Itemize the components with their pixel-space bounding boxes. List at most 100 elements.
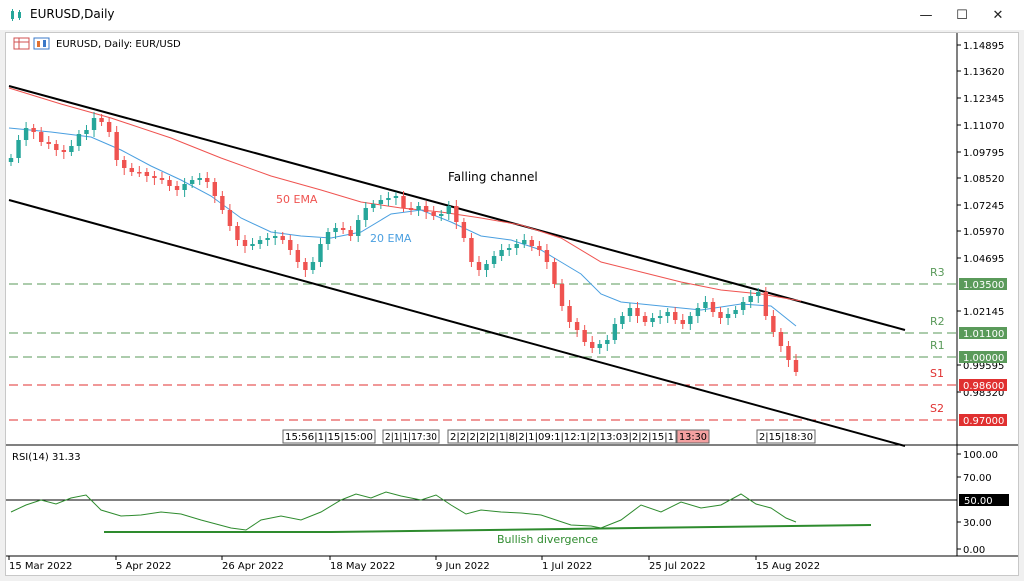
price-tick-label: 1.13620 [963,67,1004,78]
ema20-line [8,127,797,327]
candle-body [650,318,655,322]
maximize-icon: ☐ [956,7,968,23]
candle-body [642,316,648,322]
candle-body [499,250,504,256]
candle-body [205,178,210,182]
event-box[interactable]: 2|2|2|2|2|1|8|2|1|09:1|12:1|2|13:03|2|2|… [447,429,677,444]
candle-body [665,312,670,316]
event-box-text: 2|15|18:30 [759,432,813,443]
time-tick-label: 5 Apr 2022 [116,561,171,572]
candlesticks [8,112,799,376]
candle-body [740,302,746,310]
candle-body [242,240,248,246]
price-tick-label: 1.07245 [963,201,1004,212]
falling-channel-label: Falling channel [448,170,538,184]
chart-window[interactable]: EURUSD, Daily: EUR/USD R3 R2 R1 S1 S2 Fallin… [5,32,1019,576]
candle-body [378,200,384,204]
level-name-r1: R1 [930,339,945,352]
price-tick-label: 1.12345 [963,94,1004,105]
candle-body [703,302,708,308]
event-box[interactable]: 2|15|18:30 [756,429,816,444]
candle-body [514,244,519,248]
candle-body [182,184,187,190]
time-tick-label: 25 Jul 2022 [649,561,706,572]
candle-body [635,308,640,316]
event-box-bg [282,429,376,444]
time-tick-label: 26 Apr 2022 [222,561,284,572]
candle-body [544,250,550,262]
candle-body [212,182,217,196]
price-tick-label: 1.04695 [963,254,1004,265]
level-price-s1: 0.98600 [963,381,1004,392]
price-tick-label: 1.05970 [963,227,1004,238]
candle-body [627,308,633,316]
candle-body [129,168,134,172]
candle-body [144,172,150,176]
level-name-r3: R3 [930,266,945,279]
event-markers[interactable]: 15:56|1|15|15:00 2|1|1|17:30 2|2|2|2|2|1|8… [282,429,816,444]
candle-body [476,262,482,270]
level-price-r1: 1.00000 [963,353,1004,364]
candle-body [597,344,602,348]
candle-body [657,316,663,318]
event-box-text: 2|2|2|2|2|1|8|2|1|09:1|12:1|2|13:03|2|2|… [450,432,674,443]
chart-app-icon [11,9,21,21]
candle-body [733,310,738,314]
level-box-r3 [959,278,1007,290]
candle-body [167,180,172,186]
rsi-level-box [959,494,1009,506]
chart-annotations: Falling channel 50 EMA 20 EMA [276,170,538,245]
candle-body [122,160,127,168]
close-button[interactable]: ✕ [984,4,1012,26]
candle-body [303,262,308,270]
candle-body [46,142,51,144]
candle-body [220,196,225,210]
candle-body [786,346,791,360]
rsi-pane: RSI(14) 31.33 Bullish divergence 100.00 7… [6,450,1009,556]
price-chart[interactable]: EURUSD, Daily: EUR/USD R3 R2 R1 S1 S2 Fallin… [6,33,1018,575]
price-tick-label: 1.11070 [963,121,1004,132]
candle-body [38,132,44,142]
event-box[interactable]: 2|1|1|17:30 [382,429,440,444]
event-box[interactable]: 13:30 [676,429,710,444]
candle-body [552,262,557,284]
candle-body [491,256,497,264]
level-name-s1: S1 [930,367,944,380]
price-tick-label: 1.14895 [963,41,1004,52]
time-axis: 15 Mar 2022 5 Apr 2022 26 Apr 2022 18 May 2… [8,556,820,572]
time-tick-label: 18 May 2022 [330,561,395,572]
candle-body [590,342,595,348]
candle-body [386,198,391,200]
candle-body [423,206,429,212]
ema50-label: 50 EMA [276,193,318,206]
price-tick-label: 1.02145 [963,307,1004,318]
candle-body [31,128,36,132]
rsi-line [10,491,797,531]
event-box-text: 2|1|1|17:30 [385,432,437,443]
event-box[interactable]: 15:56|1|15|15:00 [282,429,376,444]
minimize-icon: — [919,7,933,23]
candle-body [673,312,678,320]
candle-body [265,238,270,240]
minimize-button[interactable]: — [912,4,940,26]
candle-body [559,284,565,306]
price-tick-label: 1.09795 [963,148,1004,159]
candle-body [227,210,233,226]
candle-body [356,220,361,236]
maximize-button[interactable]: ☐ [948,4,976,26]
rsi-axis: 100.00 70.00 30.00 0.00 [957,450,998,556]
candle-body [401,196,406,208]
candle-body [408,208,414,210]
candle-body [54,144,59,150]
level-box-r2 [959,327,1007,339]
event-box-bg [382,429,440,444]
candle-body [76,134,82,146]
candle-body [454,206,459,222]
rsi-tick-label: 0.00 [963,545,985,556]
candle-body [333,228,338,232]
candle-body [69,146,74,152]
candle-body [114,132,119,160]
candle-body [159,178,165,180]
title-bar: EURUSD,Daily — ☐ ✕ [0,0,1024,30]
candle-body [310,262,316,270]
